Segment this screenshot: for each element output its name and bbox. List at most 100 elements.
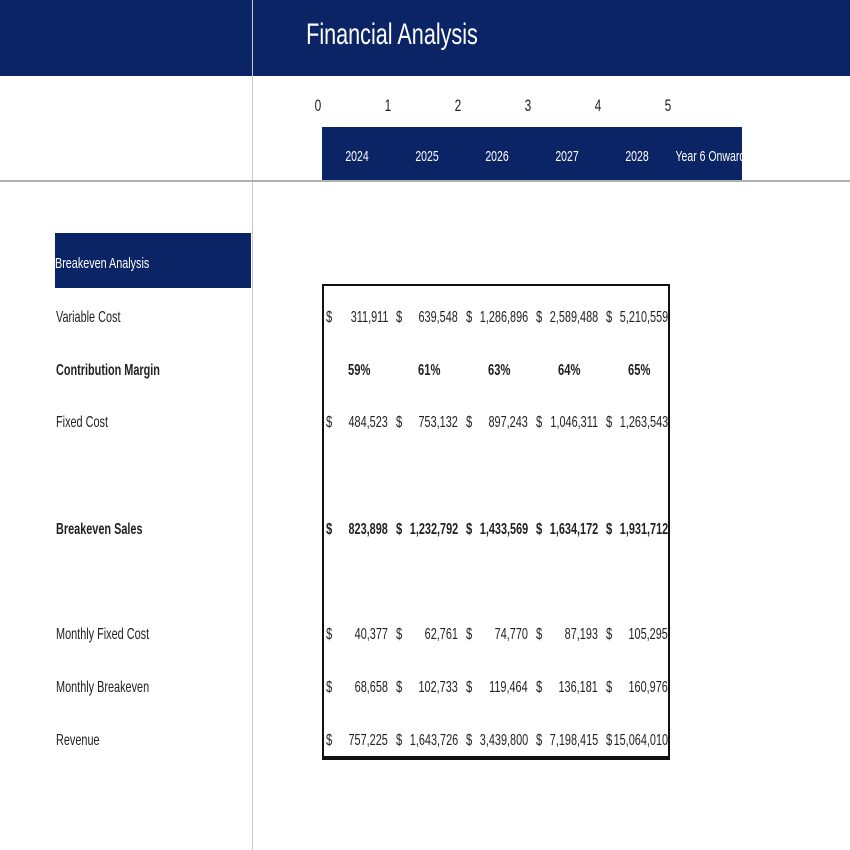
cell-value: 105,295 (628, 626, 668, 643)
table-cell: 59% (322, 362, 392, 384)
cell-value: 68,658 (354, 679, 388, 696)
currency-symbol: $ (396, 732, 403, 749)
row-label: Breakeven Sales (56, 521, 143, 538)
currency-symbol: $ (326, 414, 333, 431)
cell-value: 136,181 (558, 679, 598, 696)
cell-value: 15,064,010 (613, 732, 668, 749)
row-label: Monthly Breakeven (56, 679, 150, 696)
row-label: Contribution Margin (56, 362, 160, 379)
period-index: 5 (664, 96, 672, 115)
currency-symbol: $ (396, 309, 403, 326)
table-cell: $1,263,543 (602, 414, 672, 436)
currency-symbol: $ (536, 414, 543, 431)
cell-value: 62,761 (424, 626, 458, 643)
cell-value: 102,733 (418, 679, 458, 696)
row-label: Fixed Cost (56, 414, 108, 431)
table-cell: $5,210,559 (602, 309, 672, 331)
cell-value: 1,046,311 (550, 414, 598, 431)
cell-percent: 63% (488, 362, 511, 379)
cell-value: 1,433,569 (479, 521, 528, 538)
page-title: Financial Analysis (306, 18, 478, 51)
cell-percent: 65% (628, 362, 651, 379)
currency-symbol: $ (606, 414, 613, 431)
table-cell: $105,295 (602, 626, 672, 648)
cell-value: 753,132 (418, 414, 458, 431)
currency-symbol: $ (466, 521, 473, 538)
currency-symbol: $ (326, 732, 333, 749)
table-cell: $823,898 (322, 521, 392, 543)
currency-symbol: $ (326, 626, 333, 643)
currency-symbol: $ (326, 309, 333, 326)
row-divider (0, 180, 850, 182)
table-cell: 63% (462, 362, 532, 384)
currency-symbol: $ (536, 521, 543, 538)
cell-value: 119,464 (489, 679, 528, 696)
table-cell: $1,286,896 (462, 309, 532, 331)
table-cell: $160,976 (602, 679, 672, 701)
table-cell: $1,634,172 (532, 521, 602, 543)
table-cell: 65% (602, 362, 672, 384)
cell-value: 3,439,800 (479, 732, 528, 749)
table-cell: $1,643,726 (392, 732, 462, 754)
breakeven-table-border (322, 284, 670, 760)
table-cell: $1,931,712 (602, 521, 672, 543)
table-cell: $119,464 (462, 679, 532, 701)
table-cell: $1,232,792 (392, 521, 462, 543)
cell-value: 639,548 (418, 309, 458, 326)
currency-symbol: $ (536, 679, 543, 696)
row-label: Monthly Fixed Cost (56, 626, 150, 643)
header-bar (0, 0, 850, 76)
year-header: 2027 (555, 148, 579, 165)
table-cell: $40,377 (322, 626, 392, 648)
table-cell: $1,046,311 (532, 414, 602, 436)
cell-value: 897,243 (488, 414, 528, 431)
currency-symbol: $ (396, 521, 403, 538)
currency-symbol: $ (466, 414, 473, 431)
row-label: Revenue (56, 732, 100, 749)
currency-symbol: $ (606, 626, 613, 643)
table-cell: $2,589,488 (532, 309, 602, 331)
column-divider (252, 0, 253, 850)
period-index: 4 (594, 96, 602, 115)
year-header: Year 6 Onwards (675, 148, 751, 165)
cell-value: 7,198,415 (549, 732, 598, 749)
period-index: 1 (384, 96, 392, 115)
table-cell: $74,770 (462, 626, 532, 648)
cell-percent: 61% (418, 362, 441, 379)
cell-value: 311,911 (350, 309, 388, 326)
cell-value: 757,225 (348, 732, 388, 749)
cell-value: 5,210,559 (619, 309, 668, 326)
currency-symbol: $ (606, 309, 613, 326)
section-header: Breakeven Analysis (55, 233, 251, 288)
currency-symbol: $ (606, 732, 613, 749)
cell-value: 40,377 (354, 626, 388, 643)
table-cell: $753,132 (392, 414, 462, 436)
period-index: 0 (314, 96, 322, 115)
table-cell: $136,181 (532, 679, 602, 701)
currency-symbol: $ (396, 626, 403, 643)
currency-symbol: $ (466, 309, 473, 326)
cell-value: 1,232,792 (409, 521, 458, 538)
cell-value: 2,589,488 (549, 309, 598, 326)
table-cell: $68,658 (322, 679, 392, 701)
cell-value: 1,643,726 (409, 732, 458, 749)
cell-percent: 64% (558, 362, 581, 379)
currency-symbol: $ (606, 521, 613, 538)
table-cell: $15,064,010 (602, 732, 672, 754)
table-cell: 61% (392, 362, 462, 384)
cell-value: 1,931,712 (619, 521, 668, 538)
currency-symbol: $ (396, 414, 403, 431)
table-cell: $757,225 (322, 732, 392, 754)
cell-value: 823,898 (348, 521, 388, 538)
cell-value: 87,193 (564, 626, 598, 643)
table-cell: $1,433,569 (462, 521, 532, 543)
table-cell: $102,733 (392, 679, 462, 701)
currency-symbol: $ (536, 626, 543, 643)
section-title: Breakeven Analysis (55, 255, 150, 272)
table-cell: $639,548 (392, 309, 462, 331)
cell-value: 1,263,543 (619, 414, 668, 431)
currency-symbol: $ (536, 309, 543, 326)
table-cell: $3,439,800 (462, 732, 532, 754)
year-header: 2028 (625, 148, 649, 165)
cell-value: 1,286,896 (479, 309, 528, 326)
